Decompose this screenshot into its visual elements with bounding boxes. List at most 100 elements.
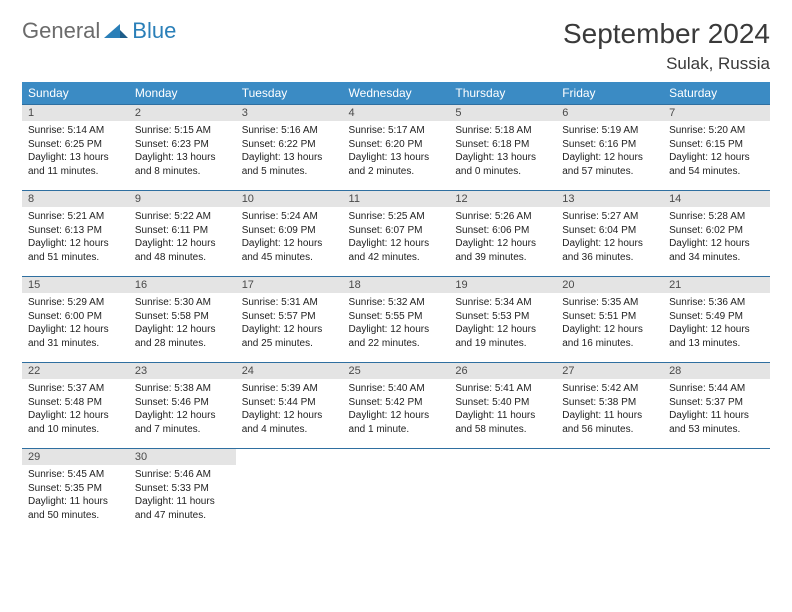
day-header: Monday (129, 82, 236, 105)
day-number: 19 (449, 277, 556, 293)
day-number: 11 (343, 191, 450, 207)
calendar-day-cell: .. (343, 449, 450, 535)
calendar-day-cell: 1Sunrise: 5:14 AMSunset: 6:25 PMDaylight… (22, 105, 129, 191)
calendar-day-cell: 28Sunrise: 5:44 AMSunset: 5:37 PMDayligh… (663, 363, 770, 449)
day-details: Sunrise: 5:30 AMSunset: 5:58 PMDaylight:… (129, 293, 236, 356)
calendar-day-cell: .. (663, 449, 770, 535)
logo-text-blue: Blue (132, 18, 176, 44)
calendar-day-cell: 7Sunrise: 5:20 AMSunset: 6:15 PMDaylight… (663, 105, 770, 191)
logo-triangle-icon (104, 22, 128, 40)
calendar-day-cell: 17Sunrise: 5:31 AMSunset: 5:57 PMDayligh… (236, 277, 343, 363)
calendar-day-cell: 25Sunrise: 5:40 AMSunset: 5:42 PMDayligh… (343, 363, 450, 449)
day-details: Sunrise: 5:40 AMSunset: 5:42 PMDaylight:… (343, 379, 450, 442)
day-number: 8 (22, 191, 129, 207)
logo: General Blue (22, 18, 176, 44)
calendar-day-cell: 18Sunrise: 5:32 AMSunset: 5:55 PMDayligh… (343, 277, 450, 363)
day-details: Sunrise: 5:37 AMSunset: 5:48 PMDaylight:… (22, 379, 129, 442)
day-number: 1 (22, 105, 129, 121)
day-number: 5 (449, 105, 556, 121)
day-number: 25 (343, 363, 450, 379)
day-header: Saturday (663, 82, 770, 105)
calendar-day-cell: .. (449, 449, 556, 535)
day-header: Friday (556, 82, 663, 105)
day-details: Sunrise: 5:34 AMSunset: 5:53 PMDaylight:… (449, 293, 556, 356)
day-details: Sunrise: 5:20 AMSunset: 6:15 PMDaylight:… (663, 121, 770, 184)
day-details: Sunrise: 5:29 AMSunset: 6:00 PMDaylight:… (22, 293, 129, 356)
calendar-day-cell: 21Sunrise: 5:36 AMSunset: 5:49 PMDayligh… (663, 277, 770, 363)
day-number: 15 (22, 277, 129, 293)
calendar-day-cell: 2Sunrise: 5:15 AMSunset: 6:23 PMDaylight… (129, 105, 236, 191)
day-number: 29 (22, 449, 129, 465)
header: General Blue September 2024 Sulak, Russi… (22, 18, 770, 74)
day-number: 10 (236, 191, 343, 207)
day-header: Sunday (22, 82, 129, 105)
day-number: 3 (236, 105, 343, 121)
day-number: 18 (343, 277, 450, 293)
calendar-week-row: 22Sunrise: 5:37 AMSunset: 5:48 PMDayligh… (22, 363, 770, 449)
day-details: Sunrise: 5:31 AMSunset: 5:57 PMDaylight:… (236, 293, 343, 356)
title-block: September 2024 Sulak, Russia (563, 18, 770, 74)
day-number: 26 (449, 363, 556, 379)
day-number: 9 (129, 191, 236, 207)
day-number: 2 (129, 105, 236, 121)
day-details: Sunrise: 5:24 AMSunset: 6:09 PMDaylight:… (236, 207, 343, 270)
calendar-day-cell: 27Sunrise: 5:42 AMSunset: 5:38 PMDayligh… (556, 363, 663, 449)
day-number: 24 (236, 363, 343, 379)
day-details: Sunrise: 5:22 AMSunset: 6:11 PMDaylight:… (129, 207, 236, 270)
day-number: 4 (343, 105, 450, 121)
day-details: Sunrise: 5:14 AMSunset: 6:25 PMDaylight:… (22, 121, 129, 184)
day-number: 30 (129, 449, 236, 465)
day-details: Sunrise: 5:18 AMSunset: 6:18 PMDaylight:… (449, 121, 556, 184)
day-details: Sunrise: 5:26 AMSunset: 6:06 PMDaylight:… (449, 207, 556, 270)
calendar-day-cell: 24Sunrise: 5:39 AMSunset: 5:44 PMDayligh… (236, 363, 343, 449)
day-details: Sunrise: 5:28 AMSunset: 6:02 PMDaylight:… (663, 207, 770, 270)
calendar-day-cell: 29Sunrise: 5:45 AMSunset: 5:35 PMDayligh… (22, 449, 129, 535)
calendar-day-cell: 8Sunrise: 5:21 AMSunset: 6:13 PMDaylight… (22, 191, 129, 277)
calendar-day-cell: 22Sunrise: 5:37 AMSunset: 5:48 PMDayligh… (22, 363, 129, 449)
calendar-day-cell: .. (556, 449, 663, 535)
day-details: Sunrise: 5:32 AMSunset: 5:55 PMDaylight:… (343, 293, 450, 356)
calendar-week-row: 29Sunrise: 5:45 AMSunset: 5:35 PMDayligh… (22, 449, 770, 535)
calendar-week-row: 8Sunrise: 5:21 AMSunset: 6:13 PMDaylight… (22, 191, 770, 277)
day-header-row: SundayMondayTuesdayWednesdayThursdayFrid… (22, 82, 770, 105)
day-details: Sunrise: 5:27 AMSunset: 6:04 PMDaylight:… (556, 207, 663, 270)
calendar-table: SundayMondayTuesdayWednesdayThursdayFrid… (22, 82, 770, 535)
day-details: Sunrise: 5:44 AMSunset: 5:37 PMDaylight:… (663, 379, 770, 442)
day-number: 21 (663, 277, 770, 293)
day-header: Thursday (449, 82, 556, 105)
calendar-day-cell: 6Sunrise: 5:19 AMSunset: 6:16 PMDaylight… (556, 105, 663, 191)
day-header: Tuesday (236, 82, 343, 105)
day-details: Sunrise: 5:17 AMSunset: 6:20 PMDaylight:… (343, 121, 450, 184)
calendar-day-cell: 9Sunrise: 5:22 AMSunset: 6:11 PMDaylight… (129, 191, 236, 277)
calendar-day-cell: 12Sunrise: 5:26 AMSunset: 6:06 PMDayligh… (449, 191, 556, 277)
calendar-day-cell: 14Sunrise: 5:28 AMSunset: 6:02 PMDayligh… (663, 191, 770, 277)
day-number: 14 (663, 191, 770, 207)
logo-text-general: General (22, 18, 100, 44)
day-details: Sunrise: 5:45 AMSunset: 5:35 PMDaylight:… (22, 465, 129, 528)
calendar-day-cell: 23Sunrise: 5:38 AMSunset: 5:46 PMDayligh… (129, 363, 236, 449)
calendar-day-cell: 26Sunrise: 5:41 AMSunset: 5:40 PMDayligh… (449, 363, 556, 449)
calendar-day-cell: 3Sunrise: 5:16 AMSunset: 6:22 PMDaylight… (236, 105, 343, 191)
day-details: Sunrise: 5:25 AMSunset: 6:07 PMDaylight:… (343, 207, 450, 270)
day-number: 17 (236, 277, 343, 293)
calendar-week-row: 1Sunrise: 5:14 AMSunset: 6:25 PMDaylight… (22, 105, 770, 191)
calendar-day-cell: 13Sunrise: 5:27 AMSunset: 6:04 PMDayligh… (556, 191, 663, 277)
day-details: Sunrise: 5:15 AMSunset: 6:23 PMDaylight:… (129, 121, 236, 184)
day-details: Sunrise: 5:21 AMSunset: 6:13 PMDaylight:… (22, 207, 129, 270)
day-details: Sunrise: 5:19 AMSunset: 6:16 PMDaylight:… (556, 121, 663, 184)
calendar-day-cell: 16Sunrise: 5:30 AMSunset: 5:58 PMDayligh… (129, 277, 236, 363)
location: Sulak, Russia (563, 54, 770, 74)
calendar-day-cell: 30Sunrise: 5:46 AMSunset: 5:33 PMDayligh… (129, 449, 236, 535)
day-number: 6 (556, 105, 663, 121)
day-number: 13 (556, 191, 663, 207)
day-header: Wednesday (343, 82, 450, 105)
calendar-day-cell: 11Sunrise: 5:25 AMSunset: 6:07 PMDayligh… (343, 191, 450, 277)
day-details: Sunrise: 5:16 AMSunset: 6:22 PMDaylight:… (236, 121, 343, 184)
day-details: Sunrise: 5:41 AMSunset: 5:40 PMDaylight:… (449, 379, 556, 442)
day-details: Sunrise: 5:35 AMSunset: 5:51 PMDaylight:… (556, 293, 663, 356)
day-number: 20 (556, 277, 663, 293)
day-details: Sunrise: 5:46 AMSunset: 5:33 PMDaylight:… (129, 465, 236, 528)
day-details: Sunrise: 5:38 AMSunset: 5:46 PMDaylight:… (129, 379, 236, 442)
calendar-week-row: 15Sunrise: 5:29 AMSunset: 6:00 PMDayligh… (22, 277, 770, 363)
calendar-day-cell: 19Sunrise: 5:34 AMSunset: 5:53 PMDayligh… (449, 277, 556, 363)
